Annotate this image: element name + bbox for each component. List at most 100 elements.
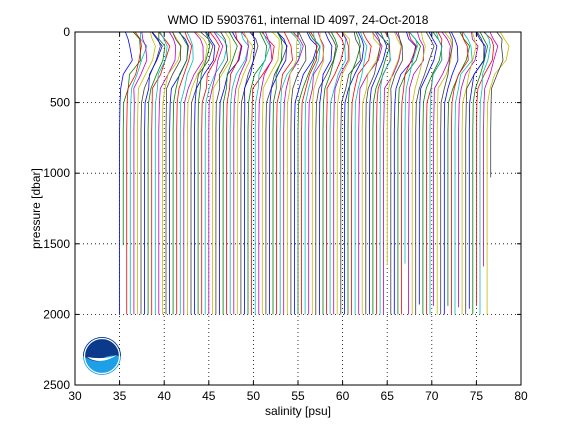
profile-line — [451, 31, 469, 315]
x-tick-label: 30 — [68, 389, 82, 403]
profile-line — [183, 31, 204, 315]
y-tick-label: 1500 — [43, 237, 70, 251]
profile-line — [376, 31, 391, 315]
profile-line — [176, 31, 193, 315]
x-tick-label: 50 — [247, 389, 261, 403]
profile-line — [472, 31, 489, 315]
profile-line — [479, 31, 491, 315]
profile-line — [490, 31, 504, 178]
profile-line — [397, 31, 421, 315]
profile-line — [226, 31, 242, 315]
y-tick-label: 2500 — [43, 378, 70, 392]
profile-line — [212, 31, 232, 315]
profile-line — [361, 31, 381, 315]
profile-line — [429, 31, 443, 315]
profile-line — [311, 31, 325, 315]
profile-line — [165, 31, 182, 315]
profile-line — [140, 31, 161, 315]
profile-line — [158, 31, 177, 315]
profile-line — [294, 31, 318, 315]
profile-line — [236, 31, 254, 315]
profile-line — [233, 31, 249, 315]
axis-ticks: 30 35 40 45 50 55 60 65 70 75 80 0 500 1000 1500 2000 25… — [43, 25, 528, 403]
profile-line — [119, 31, 133, 315]
profile-line — [197, 31, 211, 315]
profile-line — [222, 31, 238, 315]
profile-line — [411, 31, 426, 315]
profile-line — [365, 31, 381, 315]
profile-line — [201, 31, 220, 315]
profile-line — [379, 31, 392, 315]
profile-line — [433, 31, 451, 306]
profile-line — [144, 31, 163, 315]
profile-line — [326, 31, 345, 315]
profile-line — [458, 31, 479, 308]
profile-line — [386, 31, 402, 265]
profile-line — [408, 31, 425, 315]
profile-line — [229, 31, 250, 315]
profile-line — [369, 31, 388, 315]
profile-line — [336, 31, 351, 315]
profile-line — [258, 31, 273, 315]
profile-line — [418, 31, 438, 305]
profile-line — [301, 31, 317, 315]
x-tick-label: 65 — [381, 389, 395, 403]
profile-line — [319, 31, 333, 315]
profile-line — [476, 31, 495, 306]
profile-line — [297, 31, 321, 315]
profile-line — [147, 31, 166, 315]
profile-line — [179, 31, 194, 315]
profile-line — [279, 31, 302, 315]
profile-line — [436, 31, 453, 315]
profile-line — [247, 31, 268, 315]
profile-line — [269, 31, 288, 315]
y-tick-label: 0 — [63, 25, 70, 39]
x-tick-label: 80 — [514, 389, 528, 403]
y-tick-label: 1000 — [43, 166, 70, 180]
profile-line — [333, 31, 349, 315]
logo-ring — [83, 337, 121, 375]
profile-line — [276, 31, 293, 315]
profile-line — [390, 31, 403, 315]
profile-line — [393, 31, 417, 315]
profile-line — [468, 31, 486, 309]
profile-line — [304, 31, 321, 315]
y-axis-label: pressure [dbar] — [29, 168, 43, 249]
profile-line — [208, 31, 224, 315]
profile-line — [151, 31, 171, 315]
profile-line — [358, 31, 383, 315]
x-tick-label: 35 — [113, 389, 127, 403]
profile-line — [261, 31, 280, 315]
profile-line — [251, 31, 275, 315]
profile-line — [162, 31, 182, 315]
profile-line — [133, 31, 148, 315]
profile-line — [443, 31, 459, 315]
profile-line — [243, 31, 256, 315]
x-tick-label: 75 — [470, 389, 484, 403]
profile-line — [254, 31, 271, 315]
profile-line — [290, 31, 307, 315]
profile-line — [354, 31, 368, 315]
y-tick-label: 2000 — [43, 307, 70, 321]
profile-line — [401, 31, 418, 315]
profile-line — [344, 31, 365, 315]
profile-line — [340, 31, 361, 315]
profile-line — [415, 31, 435, 315]
profile-line — [329, 31, 347, 315]
profile-line — [351, 31, 372, 315]
logo-bird-icon — [87, 355, 117, 362]
profile-line — [169, 31, 189, 315]
profile-line — [486, 31, 510, 315]
profile-line — [283, 31, 304, 315]
x-tick-label: 45 — [202, 389, 216, 403]
x-tick-label: 40 — [158, 389, 172, 403]
x-tick-label: 55 — [291, 389, 305, 403]
profile-line — [194, 31, 216, 315]
profile-line — [372, 31, 391, 315]
profile-line — [154, 31, 168, 315]
profiles — [119, 31, 510, 315]
profile-line — [322, 31, 338, 315]
x-tick-label: 60 — [336, 389, 350, 403]
